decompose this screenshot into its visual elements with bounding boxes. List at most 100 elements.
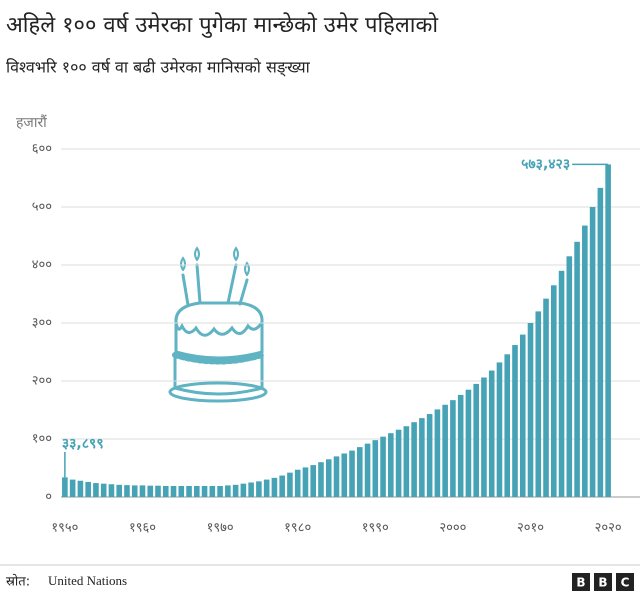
- x-tick-label: १९७०: [207, 521, 234, 536]
- x-tick-label: १९५०: [51, 521, 78, 536]
- bar: [194, 485, 200, 497]
- bar: [162, 485, 169, 497]
- cake-illustration: [168, 246, 268, 403]
- chart-subtitle: विश्वभरि १०० वर्ष वा बढी उमेरका मानिसको …: [6, 58, 311, 78]
- source-name: United Nations: [48, 573, 127, 588]
- chart-title: अहिले १०० वर्ष उमेरका पुगेका मान्छेको उम…: [6, 12, 438, 38]
- bar: [139, 485, 146, 497]
- bar: [131, 485, 138, 497]
- bar: [248, 482, 254, 497]
- bar: [217, 485, 223, 497]
- bbc-logo: B B C: [572, 573, 634, 591]
- bar: [512, 345, 518, 497]
- bar: [496, 362, 503, 497]
- bar: [116, 484, 122, 497]
- bar: [333, 456, 340, 497]
- bar: [256, 481, 262, 497]
- x-tick-label: १९८०: [284, 521, 311, 536]
- y-tick-label: ४००: [32, 258, 52, 273]
- bar: [434, 409, 441, 497]
- data-label: ५७३,४२३: [521, 156, 570, 172]
- bar: [100, 483, 107, 497]
- bar: [294, 469, 301, 497]
- bar: [62, 477, 68, 497]
- bar: [85, 481, 91, 497]
- bar: [77, 480, 84, 497]
- bar: [201, 485, 208, 497]
- bar: [450, 400, 456, 497]
- y-tick-label: २००: [32, 374, 52, 389]
- y-tick-label: १००: [32, 432, 52, 447]
- bar: [403, 426, 410, 497]
- bar: [240, 483, 247, 497]
- x-tick-label: २०००: [439, 521, 466, 536]
- bar: [287, 472, 293, 497]
- bar: [488, 370, 495, 497]
- x-tick-label: २०२०: [595, 521, 622, 536]
- bar: [155, 485, 161, 497]
- bar: [442, 404, 448, 497]
- bar: [558, 270, 565, 497]
- bar: [108, 484, 115, 497]
- x-tick-label: १९६०: [129, 521, 156, 536]
- bar: [457, 394, 464, 497]
- bar: [504, 354, 511, 497]
- data-label: ३३,८९९: [62, 436, 104, 452]
- svg-text:B: B: [576, 576, 585, 590]
- bar: [527, 323, 534, 497]
- bar: [473, 383, 479, 497]
- bar: [209, 485, 216, 497]
- bar: [551, 285, 557, 497]
- bar: [426, 414, 433, 497]
- bar: [395, 429, 402, 497]
- x-tick-label: १९९०: [362, 521, 389, 536]
- y-tick-label: ०: [45, 490, 52, 505]
- bar: [582, 225, 588, 497]
- bar: [318, 462, 324, 497]
- y-tick-label: ३००: [32, 316, 52, 331]
- bar: [124, 485, 130, 497]
- y-tick-label: ६००: [32, 142, 52, 157]
- bar: [147, 485, 154, 497]
- bar: [232, 484, 239, 497]
- bar: [263, 479, 270, 497]
- bar: [93, 483, 99, 497]
- x-tick-label: २०१०: [517, 521, 544, 536]
- bar: [543, 298, 549, 497]
- bar: [388, 433, 394, 497]
- bar: [589, 207, 596, 497]
- bar: [372, 440, 379, 497]
- bar: [271, 477, 278, 497]
- bar: [170, 485, 177, 497]
- bar: [380, 436, 386, 497]
- bar: [325, 459, 332, 497]
- bar: [186, 485, 192, 497]
- bar: [69, 479, 76, 497]
- bar: [178, 485, 185, 497]
- bar: [605, 164, 611, 497]
- source-label: स्रोत:: [6, 574, 30, 590]
- bar: [481, 377, 487, 497]
- y-tick-label: ५००: [32, 200, 52, 215]
- bar: [310, 465, 317, 497]
- bar: [349, 450, 355, 497]
- bar: [465, 389, 472, 497]
- bar: [302, 467, 309, 497]
- bar: [535, 311, 542, 497]
- bar: [566, 256, 573, 497]
- svg-text:C: C: [621, 576, 630, 590]
- bar: [574, 241, 580, 497]
- bar: [279, 475, 285, 497]
- bar: [411, 422, 417, 497]
- bar: [519, 334, 526, 497]
- y-axis-label: हजारौं: [16, 114, 47, 131]
- bar: [341, 453, 348, 497]
- bar: [364, 443, 371, 497]
- bar: [356, 447, 363, 497]
- svg-text:B: B: [598, 576, 607, 590]
- bar: [225, 485, 231, 497]
- bar: [419, 418, 425, 497]
- bar: [597, 187, 604, 498]
